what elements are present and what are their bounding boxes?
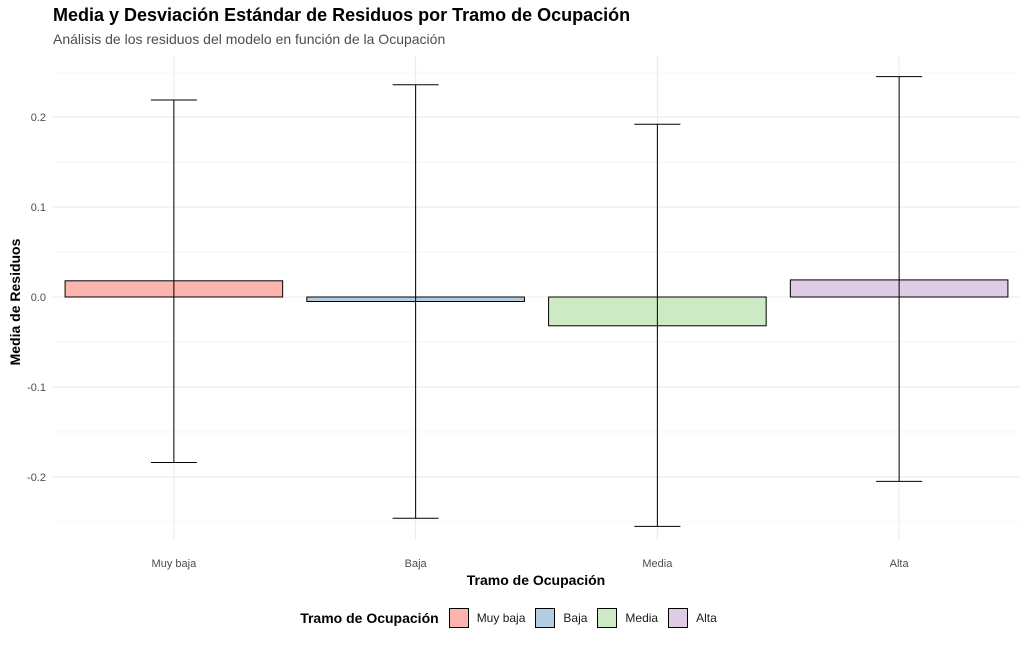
legend-label: Alta	[696, 611, 717, 625]
y-tick-label: 0.2	[31, 112, 46, 124]
y-axis-label: Media de Residuos	[7, 238, 23, 365]
legend-label: Media	[625, 611, 659, 625]
legend-label: Baja	[563, 611, 588, 625]
y-tick-label: -0.2	[27, 472, 46, 484]
legend: Tramo de Ocupación Muy baja Baja Media Alta	[0, 608, 1027, 628]
y-tick-label: -0.1	[27, 382, 46, 394]
legend-key	[448, 608, 469, 628]
y-tick-label: 0.1	[31, 202, 46, 214]
legend-item: Baja	[535, 608, 587, 628]
legend-item: Muy baja	[448, 608, 526, 628]
x-tick-label: Alta	[890, 558, 910, 570]
x-tick-label: Media	[642, 558, 673, 570]
chart-title: Media y Desviación Estándar de Residuos …	[53, 5, 631, 25]
tick-labels: -0.2 -0.1 0.0 0.1 0.2 Muy baja Baja Media Alta	[27, 112, 909, 570]
legend-item: Alta	[668, 608, 717, 628]
legend-key	[597, 608, 618, 628]
legend-key	[668, 608, 689, 628]
legend-label: Muy baja	[476, 611, 526, 625]
x-tick-label: Muy baja	[152, 558, 198, 570]
error-bars	[150, 76, 923, 527]
legend-key	[535, 608, 556, 628]
y-tick-label: 0.0	[31, 292, 46, 304]
legend-item: Media	[597, 608, 658, 628]
bars	[64, 279, 1009, 327]
legend-title: Tramo de Ocupación	[300, 610, 439, 626]
x-axis-label: Tramo de Ocupación	[467, 572, 605, 588]
bar-chart: -0.2 -0.1 0.0 0.1 0.2 Muy baja Baja Media Alta T…	[7, 55, 1020, 588]
grid	[53, 55, 1020, 540]
x-tick-label: Baja	[405, 558, 428, 570]
chart-subtitle: Análisis de los residuos del modelo en f…	[53, 31, 446, 47]
